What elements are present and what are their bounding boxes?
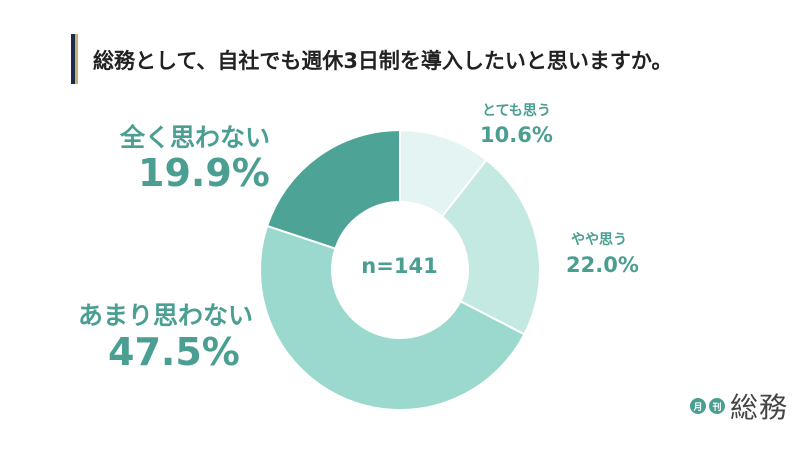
slice-value-yaya: 22.0% <box>566 253 639 277</box>
slice-value-amari: 47.5% <box>108 330 240 374</box>
donut-slice-1 <box>440 158 541 336</box>
logo-mark-2: 刊 <box>709 398 725 414</box>
title-accent-navy <box>71 34 75 84</box>
slice-label-mattaku: 全く思わない <box>120 123 271 152</box>
logo-word: 総務 <box>730 391 789 424</box>
chart-title: 総務として、自社でも週休3日制を導入したいと思いますか。 <box>93 49 673 73</box>
sample-size-label: n=141 <box>361 254 438 278</box>
slice-label-yaya: やや思う <box>571 232 627 248</box>
publication-logo: 月 刊 総務 <box>690 386 788 426</box>
title-accent-bar <box>71 34 78 84</box>
slice-label-totemo: とても思う <box>482 103 551 119</box>
slice-value-totemo: 10.6% <box>480 123 553 147</box>
slice-value-mattaku: 19.9% <box>138 151 270 195</box>
logo-mark-1: 月 <box>690 398 706 414</box>
donut-slice-2 <box>259 224 526 411</box>
donut-slice-3 <box>265 128 401 250</box>
slice-label-amari: あまり思わない <box>78 301 254 330</box>
title-accent-gold <box>75 34 78 84</box>
